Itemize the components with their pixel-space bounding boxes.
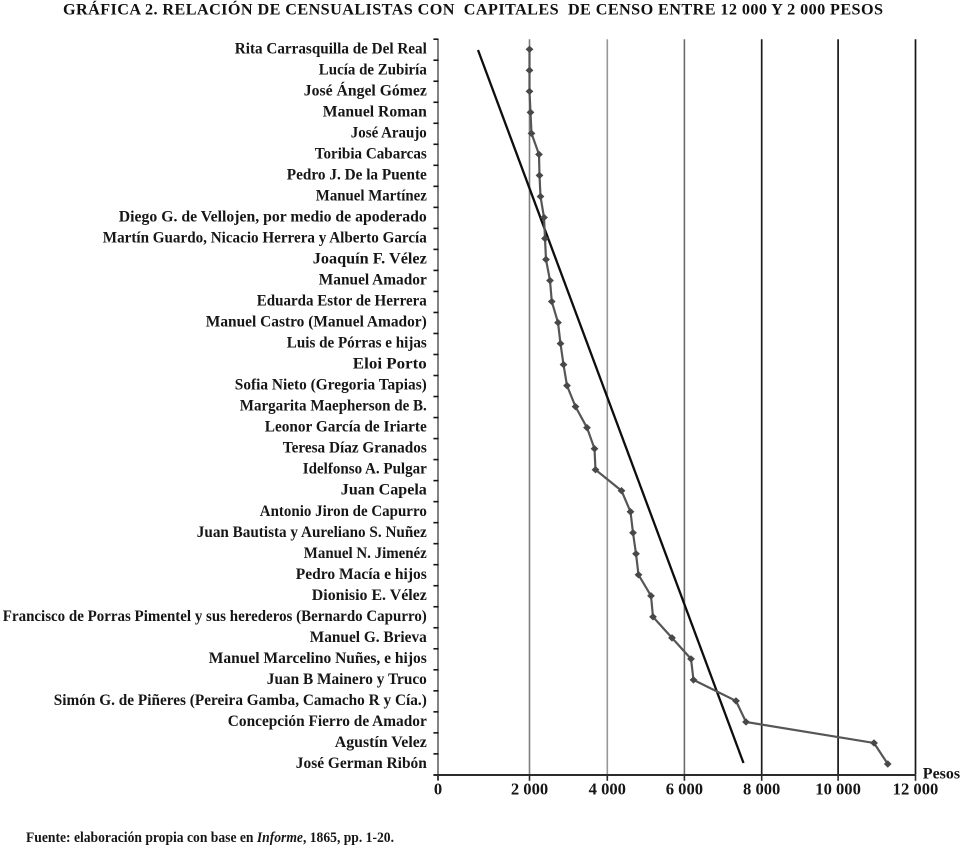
svg-text:Leonor García de Iriarte: Leonor García de Iriarte [265,419,427,436]
svg-text:Teresa Díaz Granados: Teresa Díaz Granados [283,440,427,457]
svg-text:Toribia Cabarcas: Toribia Cabarcas [315,145,427,162]
svg-text:Lucía de Zubiría: Lucía de Zubiría [319,61,427,78]
svg-text:Agustín Velez: Agustín Velez [335,734,427,751]
svg-text:Manuel Martínez: Manuel Martínez [316,187,427,204]
svg-text:Manuel Amador: Manuel Amador [319,272,427,289]
svg-text:Francisco de Porras Pimentel y: Francisco de Porras Pimentel y sus hered… [3,608,427,625]
svg-text:Eduarda Estor de Herrera: Eduarda Estor de Herrera [257,293,427,310]
svg-text:Eloi Porto: Eloi Porto [353,356,427,373]
svg-text:Manuel N. Jimenéz: Manuel N. Jimenéz [304,545,427,562]
svg-text:Diego G. de Vellojen, por medi: Diego G. de Vellojen, por medio de apode… [119,208,427,225]
svg-text:Luis de Pórras e hijas: Luis de Pórras e hijas [287,335,427,352]
svg-text:Simón G. de Piñeres (Pereira G: Simón G. de Piñeres (Pereira Gamba, Cama… [54,692,427,709]
svg-text:10 000: 10 000 [815,780,861,799]
svg-text:Juan B Mainero y Truco: Juan B Mainero y Truco [267,671,427,688]
svg-text:Antonio Jiron de Capurro: Antonio Jiron de Capurro [260,503,427,520]
svg-text:Margarita Maepherson de B.: Margarita Maepherson de B. [240,398,427,415]
svg-text:Rita Carrasquilla de Del Real: Rita Carrasquilla de Del Real [235,40,428,57]
svg-text:12 000: 12 000 [893,780,939,799]
svg-text:GRÁFICA 2. RELACIÓN DE CENSUAL: GRÁFICA 2. RELACIÓN DE CENSUALISTAS CON … [63,0,883,18]
svg-text:0: 0 [434,780,442,799]
svg-text:José Araujo: José Araujo [351,124,427,141]
svg-text:Concepción Fierro de Amador: Concepción Fierro de Amador [228,713,427,730]
svg-text:2 000: 2 000 [511,780,548,799]
svg-text:Pedro Macía e hijos: Pedro Macía e hijos [296,566,427,583]
svg-text:Pesos: Pesos [923,765,960,782]
svg-text:8 000: 8 000 [743,780,780,799]
svg-text:4 000: 4 000 [589,780,626,799]
svg-text:Joaquín F. Vélez: Joaquín F. Vélez [313,251,427,268]
svg-text:Manuel Marcelino Nuñes, e hijo: Manuel Marcelino Nuñes, e hijos [209,650,427,667]
svg-text:Pedro J. De la Puente: Pedro J. De la Puente [287,166,427,183]
svg-text:Idelfonso A. Pulgar: Idelfonso A. Pulgar [303,461,427,478]
svg-text:Dionisio E. Vélez: Dionisio E. Vélez [312,587,427,604]
svg-text:Manuel G. Brieva: Manuel G. Brieva [310,629,427,646]
svg-text:Martín Guardo, Nicacio Herrera: Martín Guardo, Nicacio Herrera y Alberto… [103,229,427,246]
svg-text:Juan Capela: Juan Capela [341,482,427,499]
svg-text:6 000: 6 000 [666,780,703,799]
svg-text:Juan Bautista y Aureliano S. N: Juan Bautista y Aureliano S. Nuñez [197,524,427,541]
svg-text:Manuel Castro (Manuel Amador): Manuel Castro (Manuel Amador) [206,314,427,331]
svg-text:Sofia Nieto (Gregoria Tapias): Sofia Nieto (Gregoria Tapias) [235,377,427,394]
svg-text:José German Ribón: José German Ribón [296,755,427,772]
svg-text:Manuel Roman: Manuel Roman [323,103,427,120]
svg-text:José Ángel Gómez: José Ángel Gómez [304,82,427,99]
svg-text:Fuente: elaboración propia con: Fuente: elaboración propia con base en I… [26,829,394,846]
